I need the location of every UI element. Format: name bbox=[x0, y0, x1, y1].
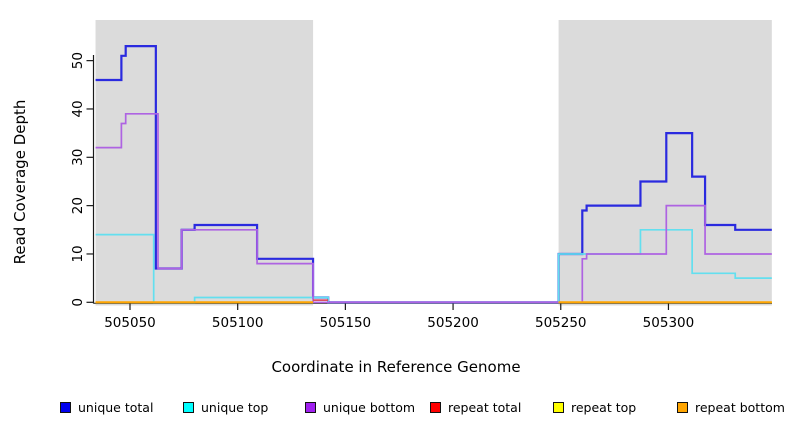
x-tick-label: 505250 bbox=[535, 315, 587, 331]
legend-swatch-repeat-bottom bbox=[677, 401, 688, 413]
y-tick-label: 30 bbox=[70, 149, 86, 166]
y-tick-label: 0 bbox=[70, 298, 86, 307]
legend-item-unique-bottom: unique bottom bbox=[305, 398, 415, 416]
shaded-regions bbox=[95, 20, 772, 306]
left-shaded-region bbox=[95, 20, 314, 306]
y-tick-label: 40 bbox=[70, 100, 86, 117]
legend-swatch-repeat-top bbox=[553, 401, 564, 413]
x-tick-label: 505200 bbox=[427, 315, 479, 331]
legend-label: unique total bbox=[78, 399, 154, 415]
legend-swatch-unique-total bbox=[60, 401, 71, 413]
x-tick-label: 505150 bbox=[320, 315, 372, 331]
legend-swatch-unique-bottom bbox=[305, 401, 316, 413]
x-tick-label: 505050 bbox=[104, 315, 156, 331]
legend-item-repeat-bottom: repeat bottom bbox=[677, 398, 785, 416]
legend-item-unique-top: unique top bbox=[183, 398, 268, 416]
legend-label: repeat total bbox=[448, 399, 522, 415]
legend-label: unique bottom bbox=[323, 399, 416, 415]
legend-item-repeat-top: repeat top bbox=[553, 398, 636, 416]
series-line-unique-bottom bbox=[95, 112, 772, 304]
legend-swatch-repeat-total bbox=[430, 401, 441, 413]
y-tick-label: 50 bbox=[70, 52, 86, 69]
y-tick-label: 10 bbox=[70, 245, 86, 262]
legend-label: unique top bbox=[201, 399, 269, 415]
y-axis-title: Read Coverage Depth bbox=[11, 99, 29, 265]
x-tick-label: 505300 bbox=[643, 315, 695, 331]
x-tick-label: 505100 bbox=[212, 315, 264, 331]
x-axis-title: Coordinate in Reference Genome bbox=[271, 358, 521, 376]
legend-label: repeat top bbox=[571, 399, 637, 415]
legend-item-unique-total: unique total bbox=[60, 398, 153, 416]
legend-label: repeat bottom bbox=[695, 399, 785, 415]
y-tick-label: 20 bbox=[70, 197, 86, 214]
legend-swatch-unique-top bbox=[183, 401, 194, 413]
series-lines bbox=[95, 45, 772, 304]
chart-legend: unique total unique top unique bottom repea… bbox=[0, 398, 792, 418]
legend-item-repeat-total: repeat total bbox=[430, 398, 521, 416]
